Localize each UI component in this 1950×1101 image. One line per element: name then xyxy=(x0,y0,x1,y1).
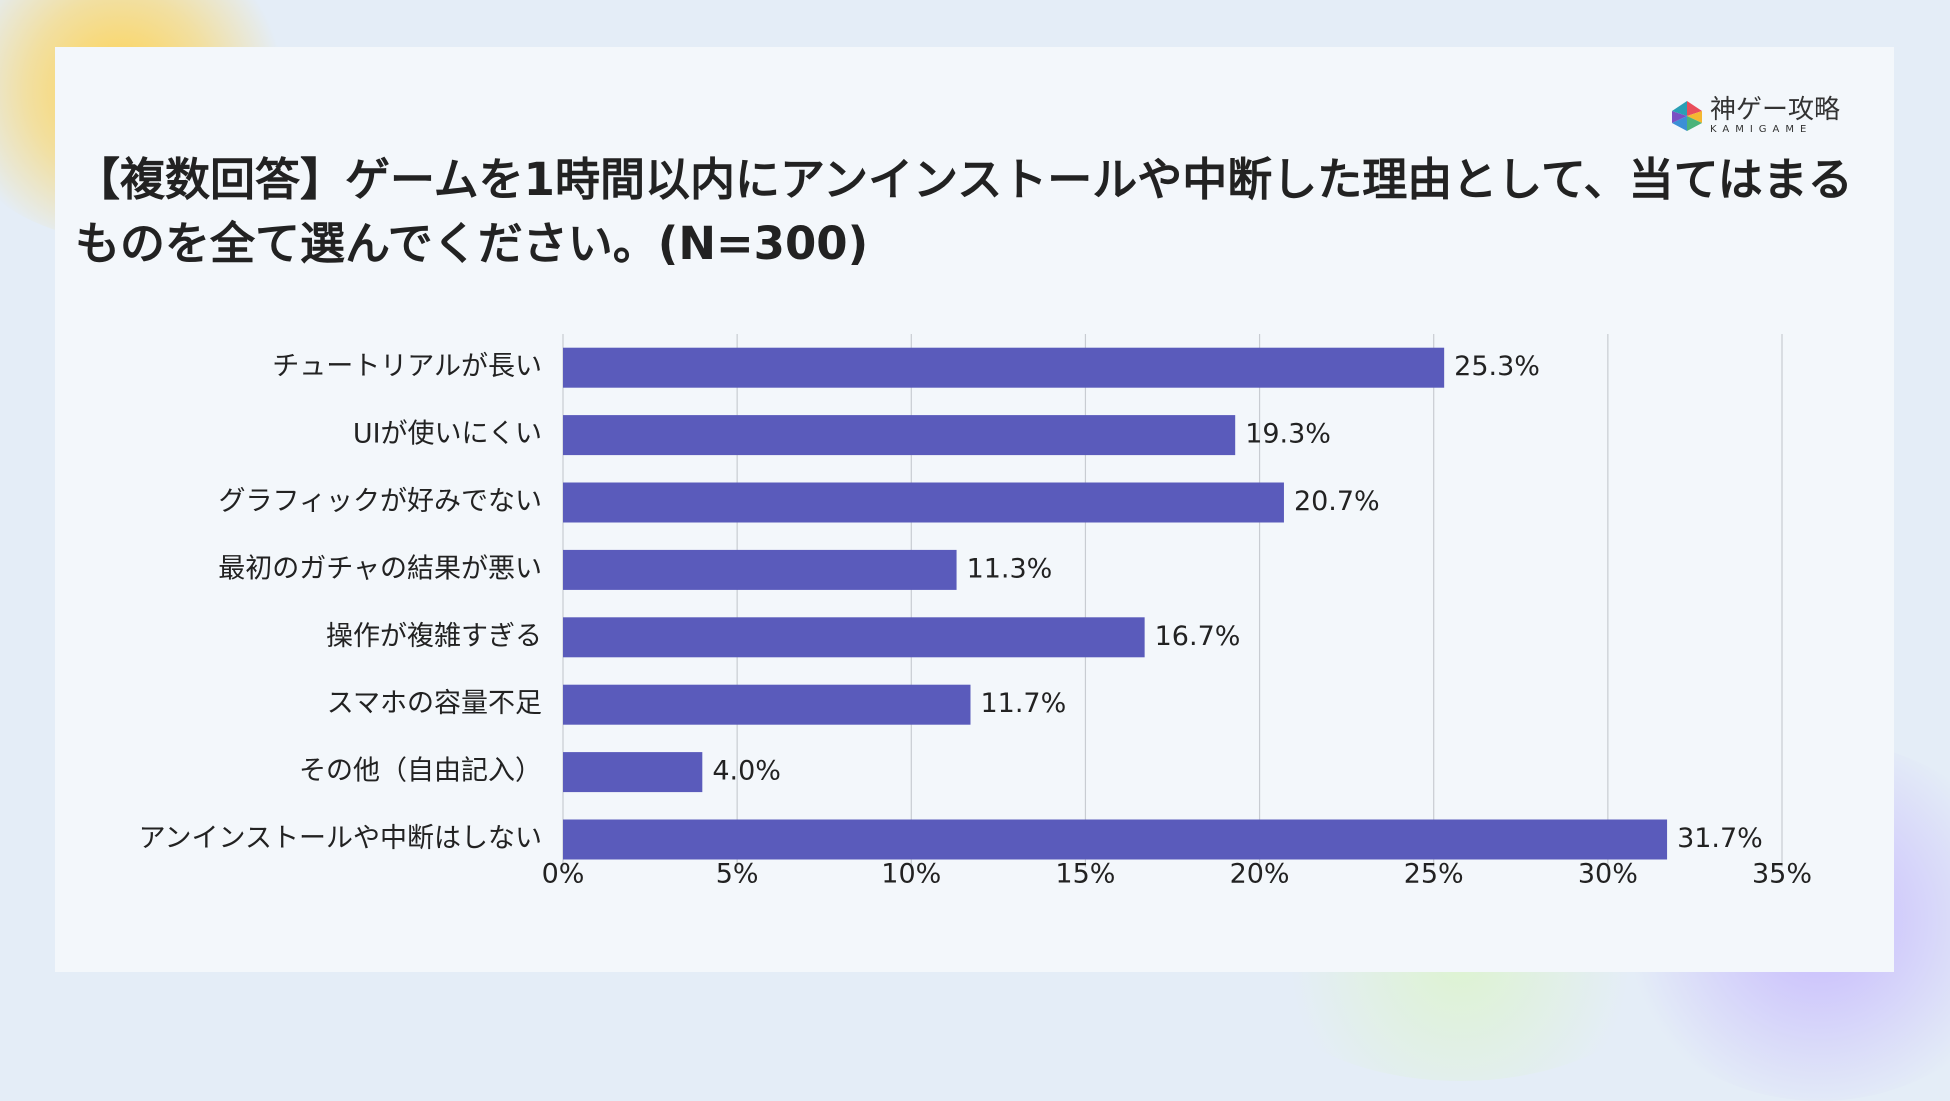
logo: 神ゲー攻略 KAMIGAME xyxy=(1672,96,1840,135)
value-label: 11.7% xyxy=(980,688,1066,719)
logo-text: 神ゲー攻略 KAMIGAME xyxy=(1710,96,1840,135)
chart-title: 【複数回答】ゲームを1時間以内にアンインストールや中断した理由として、当てはまる… xyxy=(75,153,1853,270)
value-label: 16.7% xyxy=(1155,621,1241,652)
y-tick-label: アンインストールや中断はしない xyxy=(139,823,542,854)
value-label: 25.3% xyxy=(1454,351,1540,382)
y-tick-label: チュートリアルが長い xyxy=(272,351,542,382)
bar xyxy=(563,684,971,725)
y-tick-label: 最初のガチャの結果が悪い xyxy=(218,553,542,584)
x-tick-label: 0% xyxy=(542,859,585,890)
x-tick-label: 30% xyxy=(1578,859,1638,890)
bar xyxy=(563,752,703,793)
value-label: 31.7% xyxy=(1677,823,1763,854)
x-tick-label: 5% xyxy=(716,859,759,890)
bar xyxy=(563,415,1236,456)
value-label: 20.7% xyxy=(1294,486,1380,517)
y-tick-label: UIが使いにくい xyxy=(353,419,542,450)
bar xyxy=(563,617,1145,658)
logo-icon xyxy=(1672,100,1702,131)
logo-name: 神ゲー攻略 xyxy=(1710,95,1841,125)
x-tick-label: 10% xyxy=(881,859,941,890)
logo-sub: KAMIGAME xyxy=(1710,124,1813,135)
value-label: 11.3% xyxy=(967,553,1053,584)
x-tick-label: 15% xyxy=(1055,859,1115,890)
value-label: 19.3% xyxy=(1245,419,1331,450)
y-tick-label: その他（自由記入） xyxy=(299,756,542,787)
y-tick-label: スマホの容量不足 xyxy=(327,688,542,719)
chart: 0% 5% 10% 15% 20% 25% 30% 35% チュートリアルが長い 25.3% UIが… xyxy=(139,334,1812,890)
y-tick-label: グラフィックが好みでない xyxy=(219,486,542,517)
x-tick-label: 20% xyxy=(1230,859,1290,890)
x-tick-label: 35% xyxy=(1752,859,1812,890)
y-tick-label: 操作が複雑すぎる xyxy=(326,621,542,652)
bar xyxy=(563,549,957,590)
bar xyxy=(563,819,1668,860)
value-label: 4.0% xyxy=(712,756,781,787)
bar xyxy=(563,347,1445,388)
x-tick-label: 25% xyxy=(1404,859,1464,890)
bar xyxy=(563,482,1284,523)
